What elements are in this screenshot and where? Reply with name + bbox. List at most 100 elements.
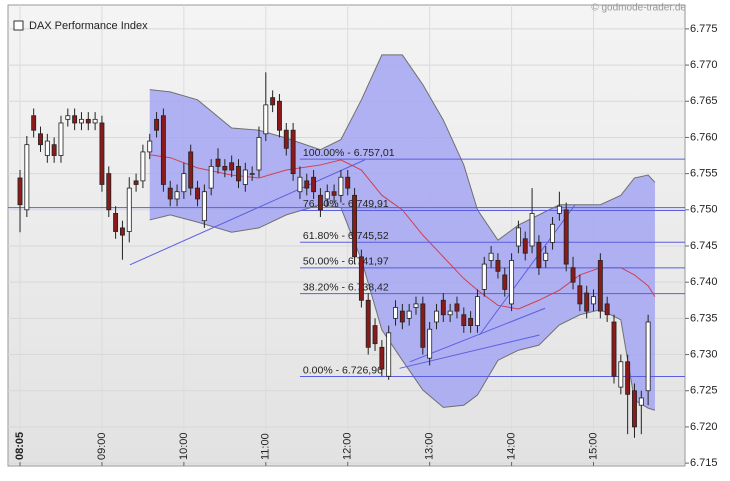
candle-body — [632, 390, 637, 428]
trend-line — [399, 334, 540, 369]
candle-body — [85, 118, 91, 124]
candle-body — [51, 144, 57, 156]
y-tick-label: 6.745 — [690, 240, 718, 252]
candle-body — [119, 227, 125, 236]
candle-body — [188, 151, 194, 189]
candle-body — [536, 241, 542, 269]
candle-body — [331, 191, 337, 196]
candle-body — [195, 187, 200, 200]
chart-title: DAX Performance Index — [29, 20, 148, 32]
source: © godmode-trader.de — [591, 3, 686, 14]
candle-body — [31, 115, 37, 131]
y-tick-label: 6.755 — [690, 168, 718, 180]
y-tick-label: 6.720 — [690, 421, 718, 433]
candle-body — [338, 176, 344, 196]
candle-body — [591, 296, 596, 305]
axes: 6.715 6.720 6.725 6.730 6.735 6.740 6.745 6.750… — [14, 23, 718, 469]
candle-body — [611, 321, 617, 377]
candle-body — [345, 176, 351, 189]
trend-line — [479, 204, 576, 336]
candle-body — [393, 307, 398, 319]
candle-body — [270, 97, 276, 106]
candle-body — [372, 325, 378, 345]
candle-body — [324, 191, 330, 200]
candle-body — [584, 292, 590, 312]
candle-body — [167, 187, 173, 200]
fib-label: 50.00% - 6.741,97 — [303, 256, 389, 268]
fib-label: 38.20% - 6.738,42 — [303, 281, 389, 293]
candle-body — [365, 299, 371, 348]
candle-body — [283, 129, 289, 149]
candle-body — [399, 310, 405, 323]
candle-body — [236, 165, 241, 182]
candle-body — [92, 118, 98, 124]
candle-body — [160, 115, 166, 185]
legend-box — [13, 20, 24, 31]
candle-body — [215, 158, 221, 167]
candle-body — [481, 263, 487, 290]
candle-body — [515, 227, 521, 247]
candle-body — [427, 328, 433, 359]
candle-body — [529, 213, 535, 247]
candle-body — [386, 332, 392, 377]
candle-body — [290, 129, 296, 175]
y-tick-label: 6.715 — [690, 457, 718, 469]
fib-label: 76.40% - 6.749,91 — [303, 198, 389, 210]
candle-body — [126, 187, 132, 232]
candle-body — [454, 303, 460, 312]
x-tick-label: 14:00 — [505, 432, 517, 460]
candle-body — [297, 176, 303, 193]
candle-body — [147, 140, 153, 153]
x-tick-label: 11:00 — [260, 433, 272, 460]
candle-body — [577, 285, 583, 305]
candle-body — [556, 205, 562, 214]
band-area — [149, 54, 655, 411]
candle-body — [597, 260, 603, 312]
candle-body — [447, 310, 453, 316]
y-tick-label: 6.760 — [690, 131, 718, 143]
trend-line — [409, 307, 546, 363]
candle-body — [304, 180, 310, 189]
y-tick-label: 6.725 — [690, 385, 718, 397]
x-tick-label: 10:00 — [178, 432, 190, 460]
candle-body — [113, 213, 119, 232]
candle-body — [352, 194, 358, 258]
y-tick-label: 6.735 — [690, 312, 718, 324]
candle-body — [509, 260, 515, 305]
x-tick-label: 09:00 — [96, 432, 108, 460]
candle-body — [420, 303, 426, 348]
candle-body — [618, 361, 624, 388]
candle-body — [58, 122, 64, 156]
candle-body — [106, 173, 112, 211]
fib-label: 100.00% - 6.757,01 — [303, 147, 395, 159]
candle-body — [468, 317, 474, 327]
candle-body — [604, 303, 610, 316]
trend-line — [129, 159, 366, 266]
candle-body — [358, 256, 364, 301]
plot: 100.00% - 6.757,01 76.40% - 6.749,91 61.80… — [8, 54, 685, 438]
y-tick-label: 6.770 — [690, 59, 718, 71]
x-tick-label: 08:05 — [14, 432, 26, 460]
candle-body — [99, 122, 105, 185]
candle-body — [475, 296, 480, 327]
candle-body — [154, 118, 160, 131]
candle-body — [461, 314, 467, 327]
y-tick-label: 6.765 — [690, 95, 718, 107]
candle-body — [65, 115, 71, 120]
candle-body — [208, 165, 214, 189]
candle-body — [413, 303, 419, 308]
y-tick-label: 6.730 — [690, 348, 718, 360]
candle-body — [543, 252, 549, 261]
candle-body — [229, 162, 235, 171]
y-tick-label: 6.750 — [690, 204, 718, 216]
candle-body — [379, 346, 385, 370]
candle-body — [406, 310, 412, 319]
candle-body — [140, 151, 146, 182]
candle-body — [133, 180, 139, 185]
candle-body — [488, 252, 494, 261]
candle-body — [625, 361, 631, 395]
candle-body — [79, 118, 84, 124]
y-tick-label: 6.740 — [690, 276, 718, 288]
x-tick-label: 15:00 — [587, 432, 599, 460]
